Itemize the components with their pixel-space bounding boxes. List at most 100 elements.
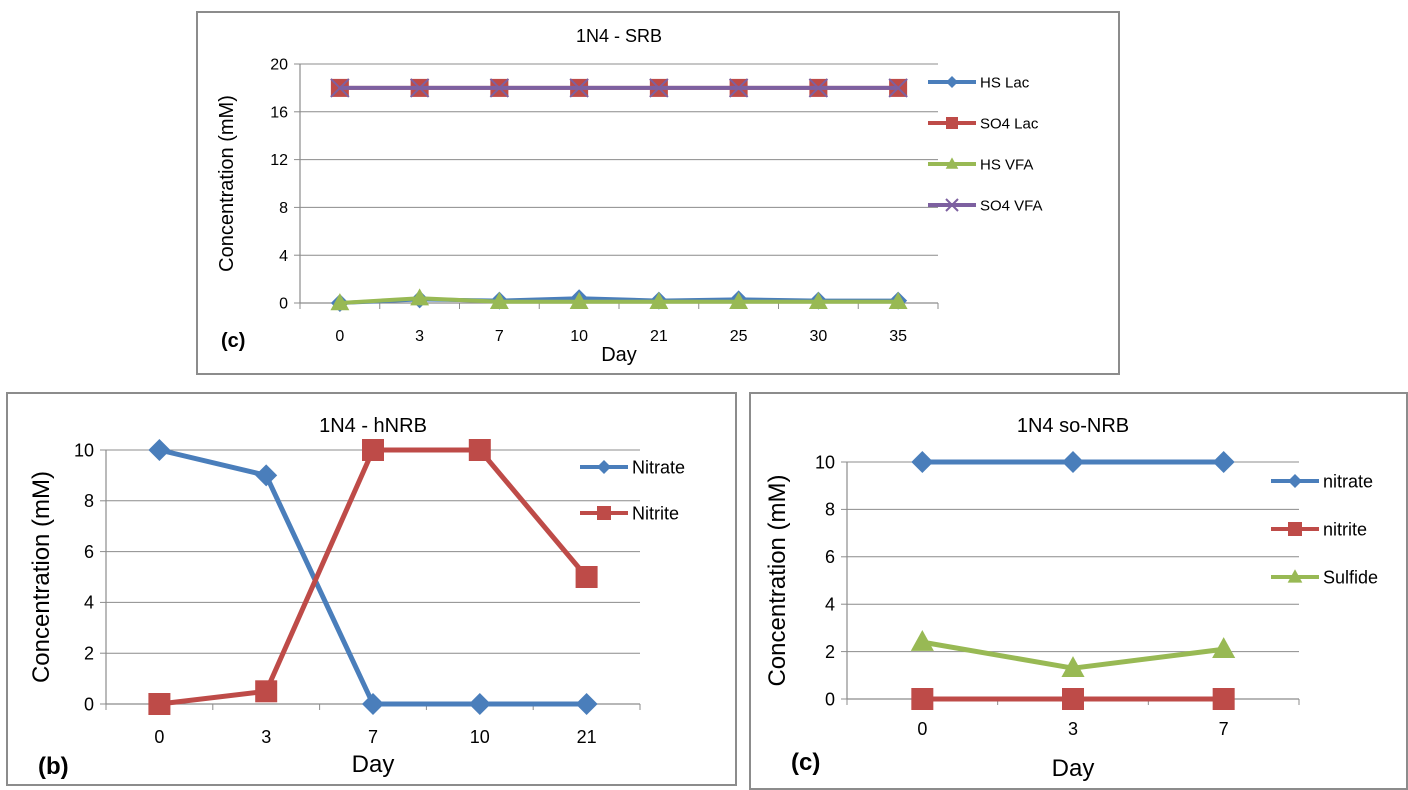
legend-marker <box>597 506 611 520</box>
data-point <box>728 78 749 98</box>
data-point <box>468 693 491 715</box>
legend-marker <box>1288 522 1302 536</box>
y-tick-label: 6 <box>825 547 835 567</box>
y-tick-label: 8 <box>84 491 94 511</box>
legend-marker <box>597 460 611 474</box>
data-point <box>888 291 908 310</box>
y-tick-label: 10 <box>74 440 94 460</box>
legend-label: HS VFA <box>980 156 1033 173</box>
x-tick-label: 7 <box>1219 719 1229 739</box>
data-point <box>1062 451 1084 473</box>
y-tick-label: 4 <box>279 248 288 265</box>
y-tick-label: 6 <box>84 542 94 562</box>
y-tick-label: 4 <box>825 595 835 615</box>
chart-title: 1N4 - hNRB <box>319 415 427 437</box>
x-tick-label: 10 <box>570 328 588 345</box>
legend-label: SO4 VFA <box>980 197 1043 214</box>
data-point <box>330 293 350 311</box>
y-tick-label: 0 <box>84 694 94 714</box>
data-point <box>910 630 934 651</box>
data-point <box>489 291 509 310</box>
x-tick-label: 0 <box>335 328 344 345</box>
y-tick-label: 4 <box>84 593 94 613</box>
x-tick-label: 35 <box>889 328 907 345</box>
y-tick-label: 8 <box>279 200 288 217</box>
x-tick-label: 10 <box>470 727 490 747</box>
data-point <box>1212 451 1235 473</box>
data-point <box>729 291 749 310</box>
series-line-nitrate <box>158 447 587 707</box>
chart-title: 1N4 so-NRB <box>1017 415 1129 437</box>
x-tick-label: 21 <box>577 727 597 747</box>
x-tick-label: 7 <box>495 328 504 345</box>
y-tick-label: 2 <box>825 642 835 662</box>
panel-label: (b) <box>38 753 69 780</box>
data-point <box>649 291 669 310</box>
data-point <box>1212 637 1236 659</box>
y-tick-label: 16 <box>270 104 288 121</box>
legend-label: Nitrate <box>632 457 685 477</box>
data-point <box>330 78 350 98</box>
y-tick-label: 0 <box>279 296 288 313</box>
panel-label: (c) <box>221 330 245 352</box>
data-point <box>649 78 669 98</box>
data-point <box>808 291 828 310</box>
x-tick-label: 21 <box>650 328 668 345</box>
data-point <box>148 693 171 715</box>
y-tick-label: 0 <box>825 689 835 709</box>
data-point <box>409 78 430 98</box>
x-tick-label: 7 <box>368 727 378 747</box>
chart-panel-hnrb: 0 2 4 6 8 10 0 3 7 10 21 1N4 - hNRB Day Concentration… <box>6 392 737 786</box>
x-tick-label: 30 <box>809 328 827 345</box>
panel-label: (c) <box>791 749 820 776</box>
x-axis-label: Day <box>1052 755 1095 782</box>
y-tick-label: 2 <box>84 644 94 664</box>
legend-label: SO4 Lac <box>980 115 1039 132</box>
data-point <box>1061 656 1085 677</box>
legend-label: HS Lac <box>980 74 1030 91</box>
data-point <box>575 693 598 715</box>
series-line-nitrite <box>159 447 589 707</box>
series-line-hs-vfa <box>339 296 899 305</box>
y-tick-label: 12 <box>270 152 288 169</box>
x-tick-label: 0 <box>917 719 927 739</box>
chart-srb-svg: 0 4 8 12 16 20 0 3 7 10 21 25 30 35 1N4 - SRB Day Concen… <box>216 26 1043 366</box>
y-tick-label: 10 <box>815 452 835 472</box>
data-point <box>808 78 829 98</box>
chart-hnrb-svg: 0 2 4 6 8 10 0 3 7 10 21 1N4 - hNRB Day Concentration… <box>28 415 685 780</box>
data-point <box>911 451 934 473</box>
legend-label: nitrate <box>1323 471 1373 491</box>
data-point <box>911 688 934 710</box>
chart-title: 1N4 - SRB <box>576 26 662 46</box>
legend-label: nitrite <box>1323 519 1367 539</box>
legend-marker <box>946 117 958 129</box>
x-axis-label: Day <box>601 344 637 366</box>
data-point <box>1062 688 1084 710</box>
data-point <box>255 680 278 703</box>
data-point <box>575 566 598 588</box>
chart-panel-so-nrb: 0 2 4 6 8 10 0 3 7 1N4 so-NRB Day Concentration (mM… <box>749 392 1408 790</box>
legend-marker <box>1287 569 1303 583</box>
legend-marker <box>1288 474 1302 488</box>
legend-label: Nitrite <box>632 503 679 523</box>
data-point <box>489 78 510 98</box>
y-axis-label: Concentration (mM) <box>28 471 55 683</box>
data-point <box>1212 688 1235 710</box>
x-tick-label: 25 <box>730 328 748 345</box>
data-point <box>888 78 908 98</box>
data-point <box>255 464 278 487</box>
data-point <box>569 291 589 310</box>
data-point <box>468 439 491 461</box>
x-tick-label: 3 <box>261 727 271 747</box>
y-tick-label: 20 <box>270 57 288 74</box>
y-axis-label: Concentration (mM) <box>764 474 791 686</box>
y-axis-label: Concentration (mM) <box>216 95 238 272</box>
legend-label: Sulfide <box>1323 567 1378 587</box>
data-point <box>148 439 171 461</box>
legend-marker <box>945 198 959 212</box>
data-point <box>410 288 430 306</box>
x-tick-label: 0 <box>154 727 164 747</box>
data-point <box>362 693 384 715</box>
data-point <box>569 78 589 98</box>
x-tick-label: 3 <box>1068 719 1078 739</box>
